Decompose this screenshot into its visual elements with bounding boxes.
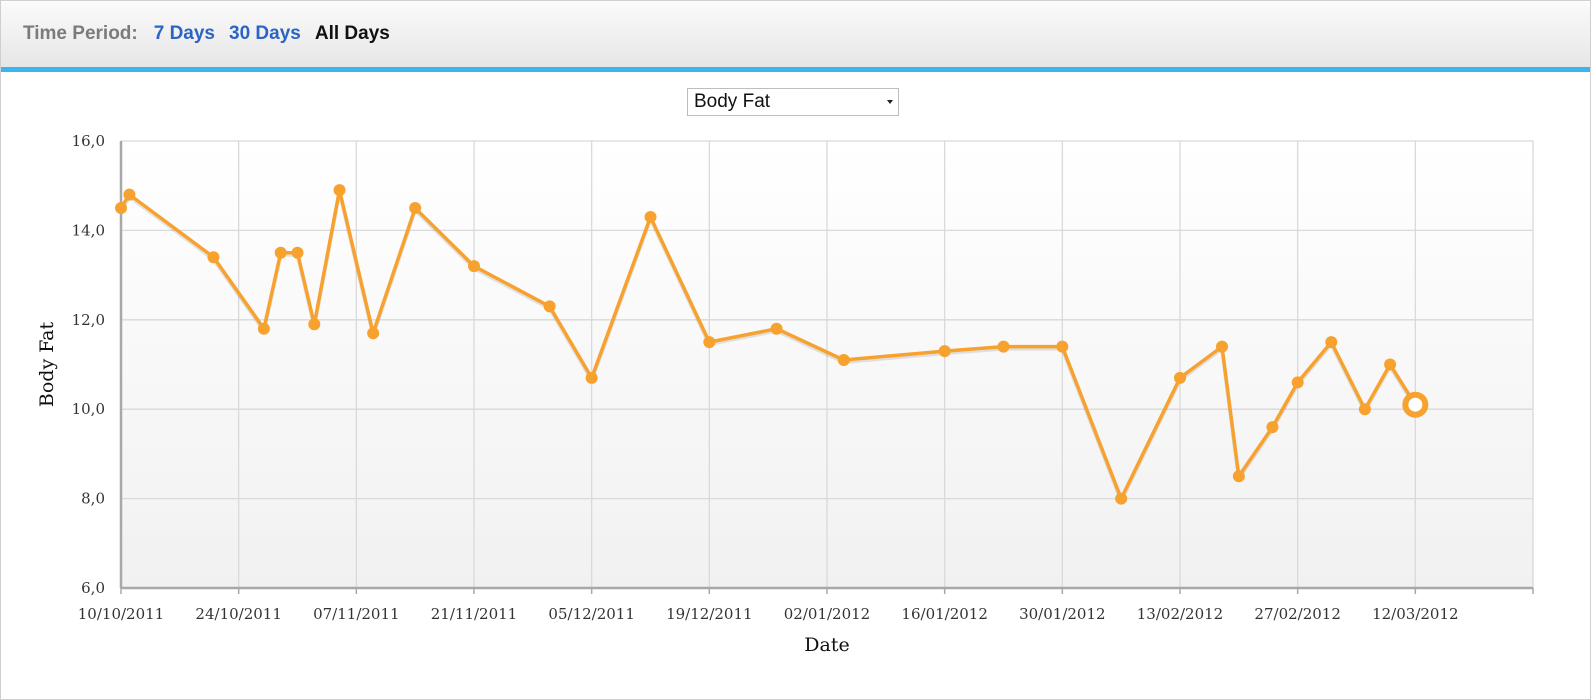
data-point[interactable] [1384,358,1397,371]
time-period-label: Time Period: [23,23,138,44]
chevron-down-icon [887,100,893,104]
period-30-days-link[interactable]: 30 Days [229,23,301,44]
y-tick-label: 16,0 [72,132,105,150]
data-point[interactable] [703,336,716,349]
y-axis-title: Body Fat [36,322,58,408]
data-point[interactable] [115,202,127,215]
y-tick-labels: 6,0 8,0 10,0 12,0 14,0 16,0 [72,132,105,597]
x-tick-label: 24/10/2011 [195,605,281,623]
axes [119,141,1534,594]
y-tick-label: 14,0 [72,221,105,239]
data-point[interactable] [468,260,480,273]
data-point[interactable] [291,246,304,259]
x-tick-label: 07/11/2011 [313,605,399,623]
x-tick-label: 05/12/2011 [548,605,634,623]
x-tick-label: 19/12/2011 [666,605,752,623]
period-7-days-link[interactable]: 7 Days [153,23,216,44]
data-point[interactable] [207,251,220,264]
data-point[interactable] [938,345,951,358]
period-all-days-link[interactable]: All Days [314,23,390,44]
data-point[interactable] [1056,340,1069,353]
data-point[interactable] [837,354,850,367]
data-point[interactable] [543,300,556,313]
x-tick-labels: 10/10/2011 24/10/2011 07/11/2011 21/11/2011… [78,605,1459,623]
y-tick-label: 8,0 [81,490,105,508]
x-tick-label: 10/10/2011 [78,605,164,623]
data-point[interactable] [409,202,422,215]
data-point[interactable] [770,322,783,335]
data-point[interactable] [257,322,270,335]
time-period-toolbar: Time Period: 7 Days 30 Days All Days [1,1,1590,72]
data-point[interactable] [367,327,380,340]
data-points [115,184,1429,505]
data-point[interactable] [1291,376,1304,389]
data-point[interactable] [585,371,598,384]
y-tick-label: 10,0 [72,400,105,418]
data-point-highlighted[interactable] [1402,391,1429,418]
data-point[interactable] [644,210,657,223]
data-point[interactable] [1115,492,1128,505]
data-point[interactable] [333,184,346,197]
data-point[interactable] [274,246,287,259]
y-tick-label: 12,0 [72,311,105,329]
x-tick-label: 27/02/2012 [1254,605,1340,623]
x-tick-label: 21/11/2011 [431,605,517,623]
x-tick-label: 30/01/2012 [1019,605,1105,623]
time-period-selector: Time Period: 7 Days 30 Days All Days [23,23,390,45]
x-tick-label: 16/01/2012 [901,605,987,623]
data-point[interactable] [1358,403,1371,416]
grid-lines [121,140,1533,588]
data-point[interactable] [1216,340,1229,353]
data-point[interactable] [1174,371,1186,384]
x-axis-title: Date [804,634,849,656]
x-tick-label: 12/03/2012 [1372,605,1458,623]
data-point[interactable] [1266,421,1279,434]
data-point[interactable] [997,340,1010,353]
data-point[interactable] [1325,336,1338,349]
x-tick-label: 02/01/2012 [784,605,870,623]
data-point[interactable] [123,188,136,201]
x-tick-label: 13/02/2012 [1137,605,1223,623]
metric-select[interactable]: Body Fat [687,88,899,116]
metric-select-value: Body Fat [694,91,771,112]
y-tick-label: 6,0 [81,579,105,597]
data-point[interactable] [1232,470,1245,483]
data-point[interactable] [308,318,321,331]
